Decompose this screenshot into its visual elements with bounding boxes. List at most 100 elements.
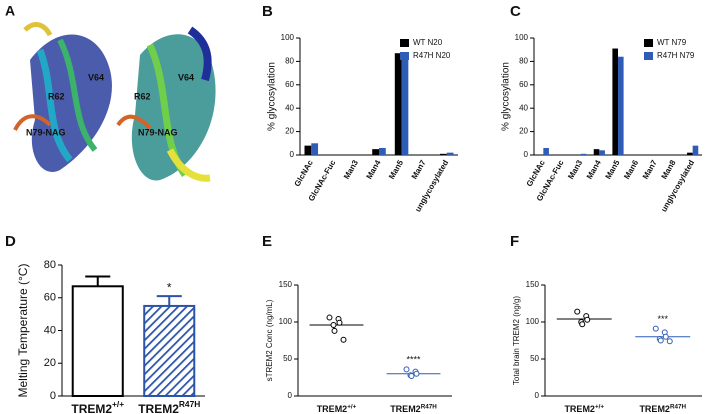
ribbon [116, 114, 152, 130]
residue-label: N79-NAG [138, 127, 178, 137]
category-name: TREM2 [138, 402, 179, 414]
significance-label: **** [406, 355, 421, 365]
bar [401, 55, 409, 155]
ribbon [131, 34, 216, 181]
residue-label: N79-NAG [26, 127, 66, 137]
x-tick-label: Man7 [410, 158, 428, 181]
ribbon [166, 148, 211, 182]
data-point [408, 373, 415, 380]
bar [372, 149, 379, 155]
y-tick-label: 150 [526, 280, 540, 289]
y-tick-label: 20 [285, 127, 294, 136]
x-tick-label: Man3 [566, 158, 584, 181]
y-tick-label: 80 [44, 259, 56, 271]
data-point [326, 314, 333, 321]
bar [593, 149, 600, 155]
legend-label: R47H N79 [657, 51, 695, 60]
data-point [662, 333, 669, 340]
y-axis-label: Melting Temperature (°C) [16, 264, 30, 398]
data-point [574, 308, 581, 315]
y-tick-label: 100 [515, 33, 529, 42]
category-name: TREM2 [639, 404, 670, 414]
ribbon [36, 48, 73, 163]
x-tick-label: Man6 [622, 158, 640, 181]
bar [304, 145, 312, 155]
x-tick-label: Man5 [387, 158, 405, 181]
x-tick-label: Man5 [604, 158, 622, 181]
y-axis-label: Total brain TREM2 (ng/g) [512, 296, 521, 386]
y-tick-label: 0 [290, 150, 295, 159]
category-superscript: +/+ [595, 403, 604, 410]
residue-label: V64 [88, 72, 104, 82]
bar [618, 56, 624, 155]
y-tick-label: 150 [279, 280, 293, 289]
y-tick-label: 100 [281, 33, 295, 42]
data-point [336, 319, 343, 326]
legend-label: R47H N20 [413, 51, 451, 60]
bar [394, 53, 402, 155]
bar [143, 304, 196, 397]
y-tick-label: 20 [44, 357, 56, 369]
bar [599, 150, 605, 155]
bar [692, 145, 699, 155]
data-point [330, 321, 337, 328]
category-name: TREM2 [317, 404, 348, 414]
category-superscript: +/+ [347, 403, 356, 410]
bar [580, 153, 587, 155]
x-tick-label: TREM2R47H [390, 403, 437, 414]
ribbon [13, 114, 52, 131]
data-point [331, 327, 338, 334]
category-name: TREM2 [390, 404, 421, 414]
category-name: TREM2 [71, 402, 112, 414]
y-tick-label: 0 [524, 150, 529, 159]
panel-label: E [262, 233, 272, 250]
panel-label: B [262, 3, 273, 20]
data-point [403, 366, 410, 373]
x-tick-label: TREM2R47H [138, 399, 200, 414]
data-point [657, 337, 664, 344]
data-point [666, 338, 673, 345]
x-tick-label: Man4 [585, 158, 603, 181]
legend-label: WT N79 [657, 38, 687, 47]
bar [311, 143, 319, 155]
data-point [652, 325, 659, 332]
y-tick-label: 100 [279, 317, 293, 326]
category-name: TREM2 [564, 404, 595, 414]
y-tick-label: 20 [519, 127, 528, 136]
data-point [340, 336, 347, 343]
x-tick-label: Man4 [365, 158, 383, 181]
y-tick-label: 40 [519, 103, 528, 112]
legend-swatch [644, 39, 653, 47]
y-axis-label: sTREM2 Conc (ng/mL) [265, 299, 274, 381]
category-superscript: R47H [179, 399, 200, 409]
panel-label: F [510, 233, 519, 250]
panel-label: A [5, 3, 15, 19]
x-tick-label: GlcNAc [293, 158, 316, 188]
category-superscript: R47H [421, 403, 438, 410]
x-tick-label: Man8 [660, 158, 678, 181]
bar [446, 152, 454, 155]
residue-label: V64 [178, 72, 194, 82]
x-tick-label: TREM2+/+ [71, 399, 124, 414]
legend-label: WT N20 [413, 38, 443, 47]
ribbon [57, 38, 98, 152]
y-axis-label: % glycosylation [501, 62, 512, 131]
ribbon [23, 22, 53, 37]
y-tick-label: 0 [288, 391, 293, 400]
bar [439, 153, 447, 155]
panel-label: C [510, 3, 521, 20]
panel-label: D [5, 233, 16, 250]
data-point [413, 370, 420, 377]
significance-label: *** [657, 314, 668, 324]
ribbon [187, 26, 212, 82]
bar [687, 152, 693, 155]
y-tick-label: 80 [519, 57, 528, 66]
legend-swatch [644, 52, 653, 60]
y-tick-label: 50 [283, 354, 292, 363]
residue-label: R62 [48, 91, 65, 101]
y-tick-label: 60 [285, 80, 294, 89]
y-tick-label: 50 [530, 354, 539, 363]
legend-swatch [400, 52, 409, 60]
y-tick-label: 60 [519, 80, 528, 89]
